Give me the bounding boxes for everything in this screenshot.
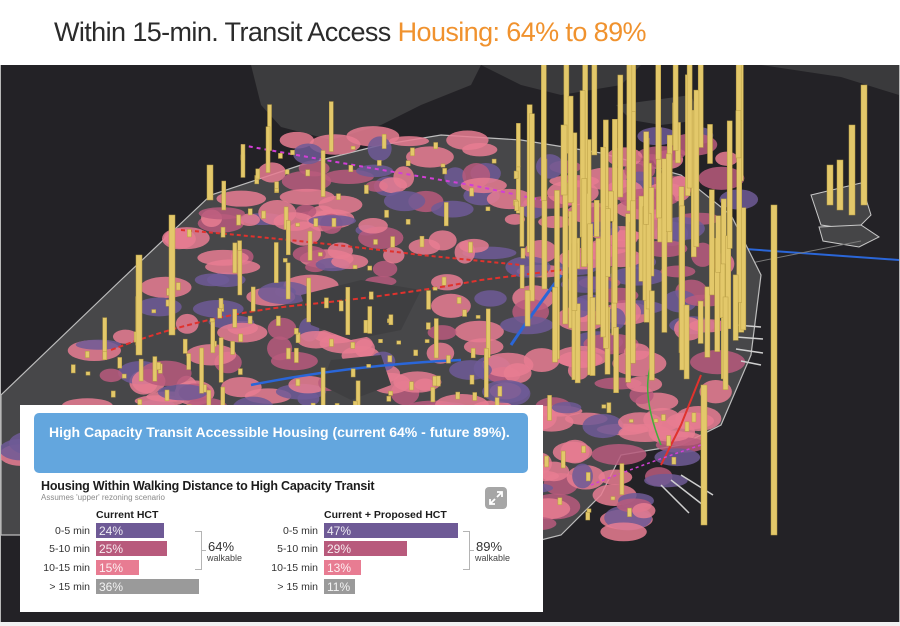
walkable-percent: 89% [476, 539, 503, 554]
walkable-bracket [195, 531, 202, 570]
chart-current-proposed-hct-title: Current + Proposed HCT [324, 509, 447, 521]
bar: 15% [96, 560, 139, 575]
bar-label: 5-10 min [277, 543, 318, 555]
walkable-label: walkable [207, 553, 243, 563]
slide-header: Within 15-min. Transit Access Housing: 6… [0, 0, 900, 65]
chart-panel: High Capacity Transit Accessible Housing… [20, 405, 543, 612]
walkable-bracket-tick [470, 550, 474, 551]
expand-button[interactable] [485, 487, 507, 509]
walkable-label: walkable [475, 553, 511, 563]
slide-bottom-border [0, 622, 900, 626]
walkable-percent: 64% [208, 539, 235, 554]
summary-banner: High Capacity Transit Accessible Housing… [34, 413, 528, 473]
bar-label: > 15 min [49, 581, 90, 593]
bar-label: 0-5 min [282, 525, 318, 537]
bar-value: 15% [99, 561, 124, 575]
chart-subtitle: Assumes 'upper' rezoning scenario [41, 493, 166, 502]
bar: 11% [324, 579, 356, 594]
bar-value: 24% [99, 524, 124, 538]
bar: 47% [324, 523, 458, 538]
bar-label: 5-10 min [49, 543, 90, 555]
walkable-bracket [463, 531, 470, 570]
bar-value: 11% [327, 580, 351, 594]
bar-value: 36% [99, 580, 124, 594]
bar-label: 10-15 min [271, 562, 318, 574]
bar-label: 10-15 min [43, 562, 90, 574]
bar: 29% [324, 541, 407, 556]
bar-value: 13% [327, 561, 352, 575]
bar: 36% [96, 579, 199, 594]
summary-banner-text: High Capacity Transit Accessible Housing… [49, 424, 510, 440]
bar: 13% [324, 560, 362, 575]
bar-label: 0-5 min [54, 525, 90, 537]
bar-value: 47% [327, 524, 352, 538]
chart-title: Housing Within Walking Distance to High … [41, 479, 375, 493]
bar-label: > 15 min [277, 581, 318, 593]
chart-current-hct-title: Current HCT [96, 509, 159, 521]
bar: 24% [96, 523, 165, 538]
bar-value: 29% [327, 542, 352, 556]
bar: 25% [96, 541, 168, 556]
expand-icon [489, 491, 503, 505]
walkable-bracket-tick [202, 550, 206, 551]
bar-value: 25% [99, 542, 124, 556]
title-main: Within 15-min. Transit Access [54, 17, 398, 47]
title-accent: Housing: 64% to 89% [397, 17, 647, 47]
slide-title: Within 15-min. Transit Access Housing: 6… [54, 17, 646, 48]
